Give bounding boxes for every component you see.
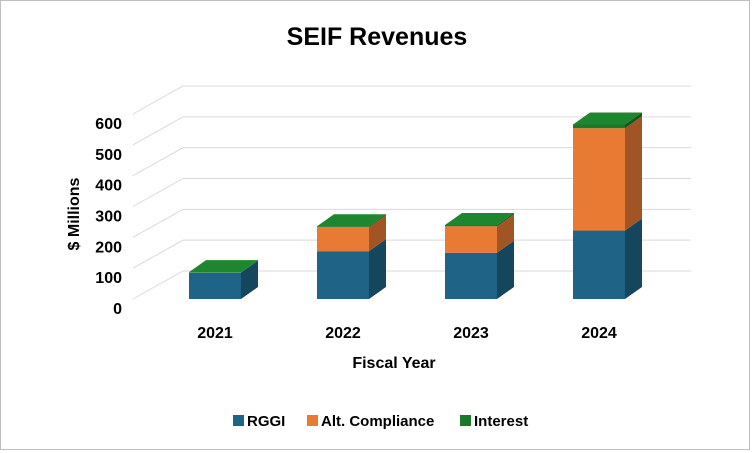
bar-segment-rggi [317,239,386,299]
legend-swatch [460,415,471,426]
legend-label: Alt. Compliance [321,413,434,430]
bar-segment-interest [317,214,386,228]
bar-segment-interest [189,260,258,273]
bar-top [317,214,386,227]
x-tick-label: 2023 [453,325,489,342]
x-ticks: 2021 2022 2023 2024 [197,325,617,342]
bar-segment-interest [573,112,642,129]
bar-segment-rggi [189,260,258,299]
gridlines [132,85,691,300]
bar-side [625,218,642,299]
bar-side [497,240,514,299]
bar-front [317,227,369,252]
x-axis-label: Fiscal Year [352,355,435,372]
y-tick-label: 500 [95,147,122,164]
x-tick-label: 2021 [197,325,233,342]
bars [189,112,642,299]
y-tick-label: 400 [95,178,122,195]
gridline [132,85,691,115]
y-tick-label: 100 [95,270,122,287]
bar-side [241,260,258,299]
gridline [132,239,691,269]
x-tick-label: 2024 [581,325,617,342]
y-tick-label: 0 [113,301,122,318]
gridline [132,270,691,300]
legend-swatch [233,415,244,426]
bar-side [625,116,642,231]
bar-front [445,225,497,227]
legend-label: Interest [474,413,528,430]
bar-segment-alt-compliance [317,215,386,252]
legend: RGGI Alt. Compliance Interest [233,413,528,430]
y-tick-label: 600 [95,116,122,133]
y-axis-label: $ Millions [66,177,83,250]
bar-segment-interest [445,213,514,227]
bar-side [241,260,258,273]
x-tick-label: 2022 [325,325,361,342]
bar-front [573,128,625,231]
legend-item: Alt. Compliance [307,413,434,430]
bar-front [189,272,241,273]
bar-front [445,226,497,253]
bar-front [317,251,369,299]
bar-segment-rggi [573,218,642,299]
bar-segment-alt-compliance [445,214,514,253]
bar-side [625,112,642,129]
bar-top [189,260,258,273]
bar-side [497,214,514,253]
bar-front [189,272,241,299]
chart-title: SEIF Revenues [287,23,468,51]
bar-top [573,112,642,125]
y-tick-label: 200 [95,239,122,256]
y-tick-label: 300 [95,209,122,226]
bar-side [369,215,386,252]
legend-item: Interest [460,413,528,430]
bar-front [445,252,497,299]
gridline [132,116,691,146]
bar-front [573,124,625,129]
gridline [132,178,691,207]
gridline [132,208,691,238]
bar-side [497,213,514,227]
bar-front [317,226,369,228]
legend-item: RGGI [233,413,285,430]
gridline [132,147,691,177]
bar-side [369,239,386,299]
bar-top [445,213,514,225]
bar-side [369,214,386,228]
bar-front [573,230,625,299]
bar-segment-rggi [445,240,514,299]
legend-swatch [307,415,318,426]
legend-label: RGGI [247,413,285,430]
bar-segment-alt-compliance [573,116,642,231]
y-ticks: 0 100 200 300 400 500 600 [95,116,122,318]
